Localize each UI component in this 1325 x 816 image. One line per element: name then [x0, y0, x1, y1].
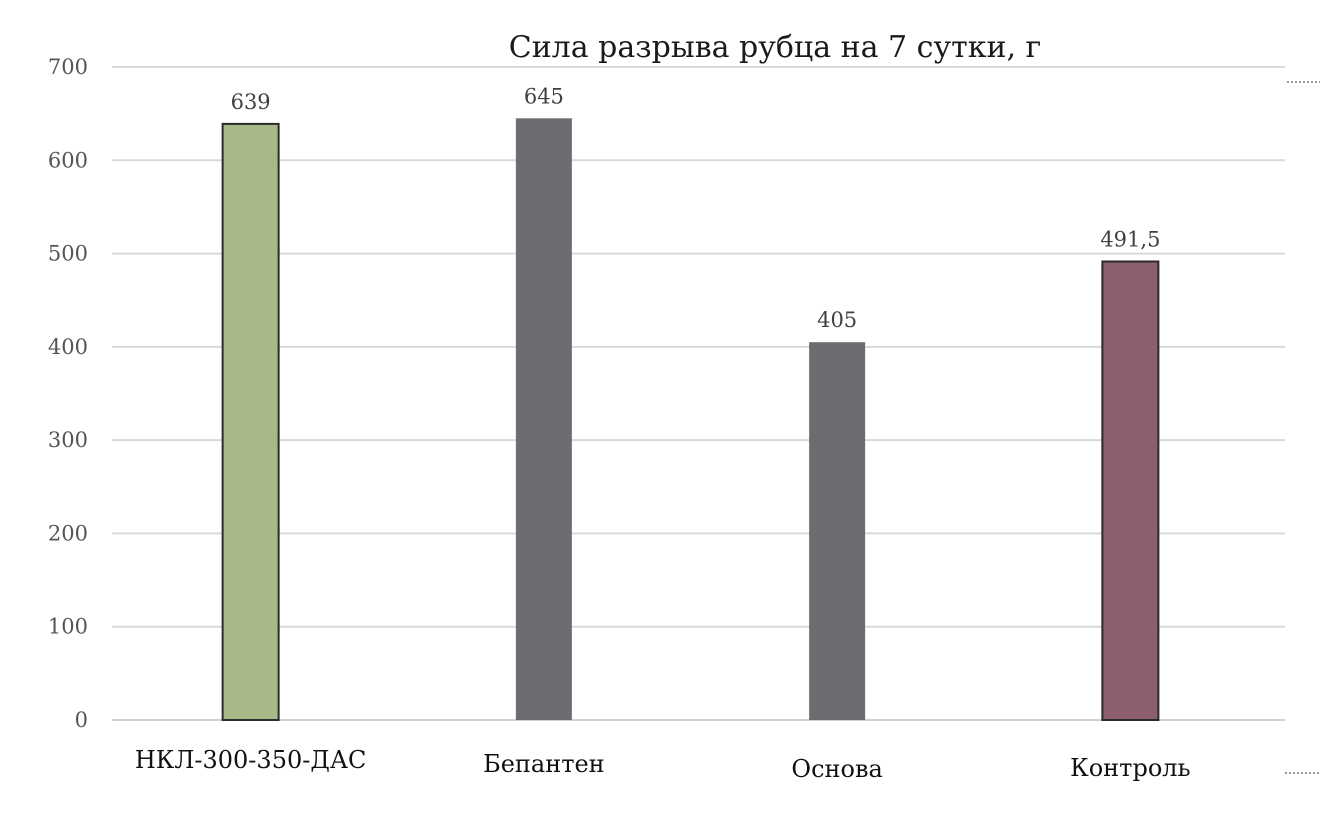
data-label: 639	[231, 90, 271, 114]
bar	[221, 122, 280, 721]
data-label: 645	[524, 84, 564, 108]
y-tick-label: 200	[48, 521, 88, 545]
bar	[1101, 260, 1160, 721]
chart-title: Сила разрыва рубца на 7 сутки, г	[509, 30, 1042, 65]
y-tick-label: 0	[75, 708, 88, 732]
data-labels: 639 645 405 491,5	[231, 84, 1161, 332]
y-tick-label: 700	[48, 55, 88, 79]
y-tick-label: 300	[48, 428, 88, 452]
x-axis-categories: НКЛ-300-350-ДАС Бепантен Основа Контроль	[135, 746, 1191, 783]
y-tick-label: 100	[48, 615, 88, 639]
category-label: НКЛ-300-350-ДАС	[135, 746, 367, 774]
category-label: Основа	[791, 755, 882, 783]
category-label: Контроль	[1070, 754, 1190, 782]
y-tick-label: 600	[48, 148, 88, 172]
data-label: 491,5	[1100, 228, 1160, 252]
bar	[515, 118, 572, 721]
bar	[809, 342, 866, 720]
y-tick-label: 500	[48, 242, 88, 266]
y-axis-ticks: 0 100 200 300 400 500 600 700	[48, 55, 88, 732]
data-label: 405	[817, 308, 857, 332]
category-label: Бепантен	[483, 750, 605, 778]
y-tick-label: 400	[48, 335, 88, 359]
bars	[221, 118, 1160, 721]
gridlines	[112, 66, 1285, 721]
